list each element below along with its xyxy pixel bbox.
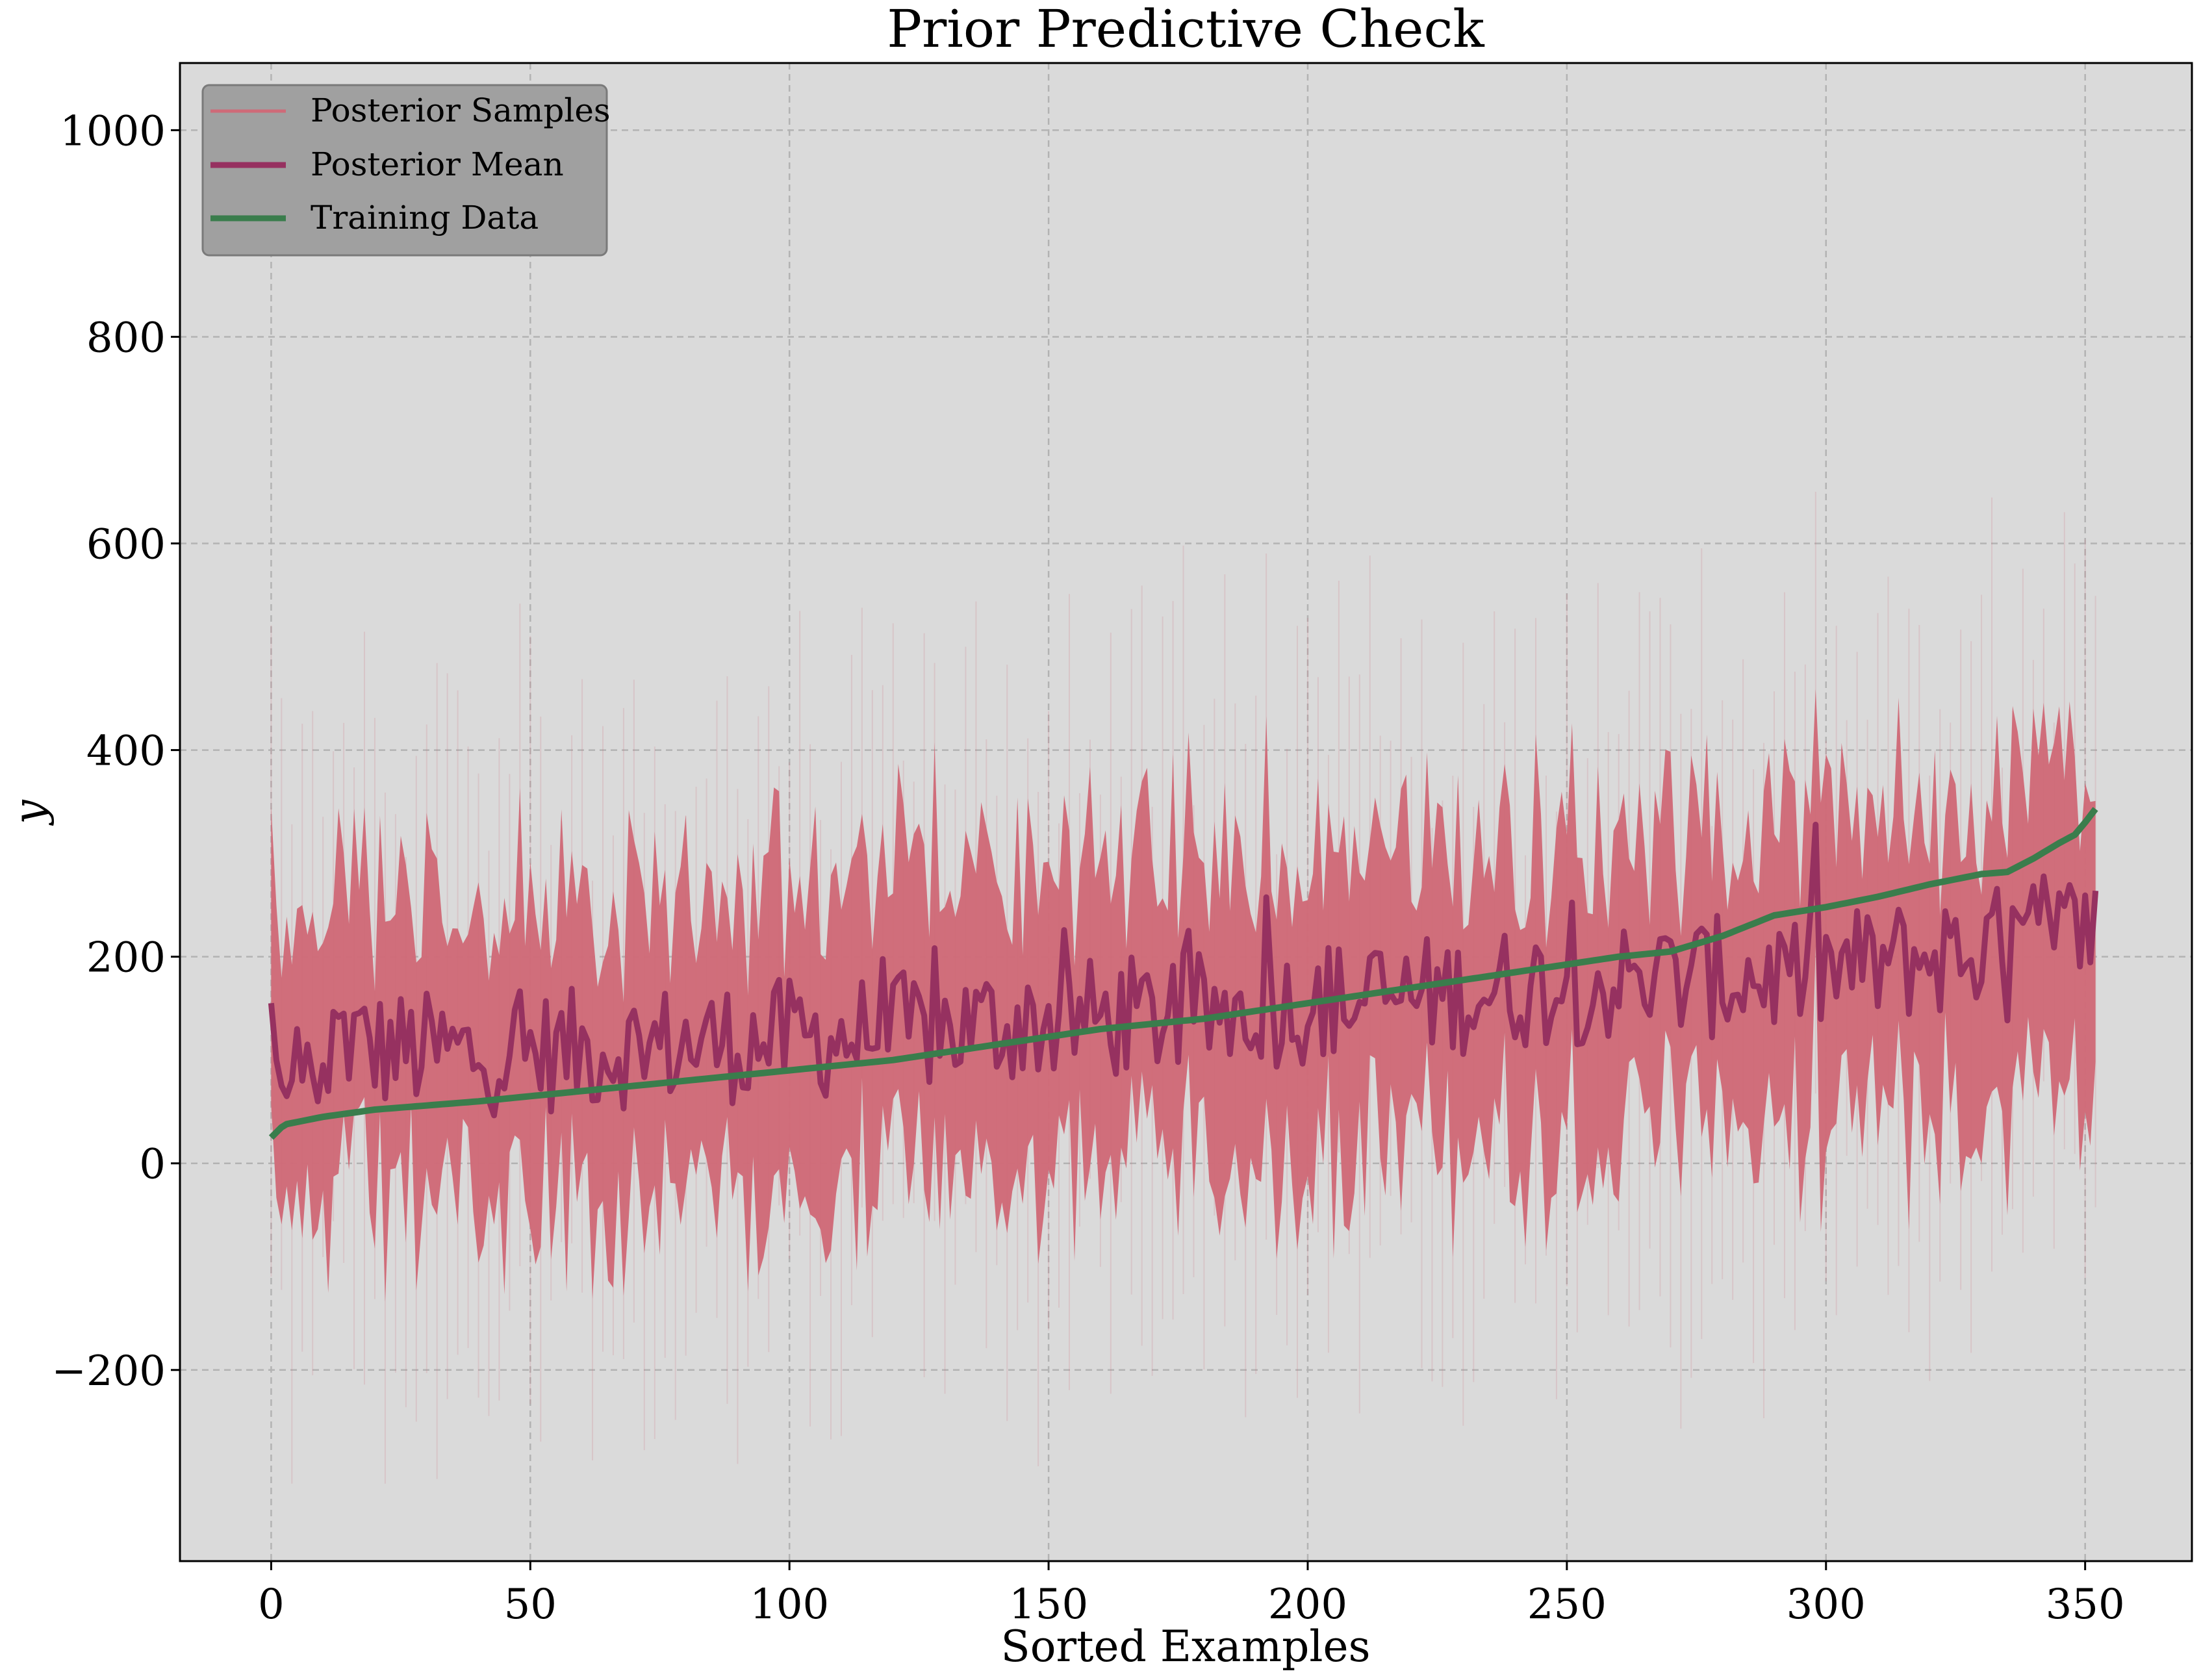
plot-frame	[179, 62, 2193, 1562]
x-tick-label-7: 350	[2046, 1581, 2125, 1629]
y-axis-ticks: −200 0 200 400 600 800 1000	[51, 107, 180, 1395]
x-tick-label-0: 0	[258, 1581, 285, 1629]
training-data-series	[268, 807, 2098, 1140]
x-axis-label: Sorted Examples	[1001, 1622, 1371, 1672]
training-data-line	[268, 807, 2098, 1140]
x-tick-label-5: 250	[1527, 1581, 1607, 1629]
legend-label-posterior-mean: Posterior Mean	[311, 146, 564, 183]
y-axis-label: y	[5, 800, 55, 826]
chart-title: Prior Predictive Check	[887, 0, 1485, 59]
y-tick-label-5: 800	[86, 314, 166, 362]
y-tick-label-3: 400	[86, 728, 166, 776]
y-tick-label-6: 1000	[60, 107, 166, 155]
y-tick-label-4: 600	[86, 521, 166, 569]
legend-label-training-data: Training Data	[311, 199, 539, 236]
legend-label-posterior-samples: Posterior Samples	[311, 92, 611, 129]
legend-box	[201, 84, 608, 257]
legend: Posterior Samples Posterior Mean Trainin…	[201, 84, 611, 257]
posterior-mean-series	[268, 821, 2099, 1119]
x-tick-label-3: 150	[1009, 1581, 1088, 1629]
x-axis-ticks: 0 50 100 150 200 250 300 350	[258, 1561, 2125, 1629]
posterior-mean-line	[268, 821, 2099, 1119]
x-tick-label-2: 100	[750, 1581, 829, 1629]
x-tick-label-4: 200	[1268, 1581, 1347, 1629]
x-tick-label-1: 50	[504, 1581, 557, 1629]
y-tick-label-0: −200	[51, 1347, 166, 1395]
y-tick-label-2: 200	[86, 934, 166, 982]
x-tick-label-6: 300	[1787, 1581, 1866, 1629]
y-tick-label-1: 0	[139, 1141, 166, 1189]
